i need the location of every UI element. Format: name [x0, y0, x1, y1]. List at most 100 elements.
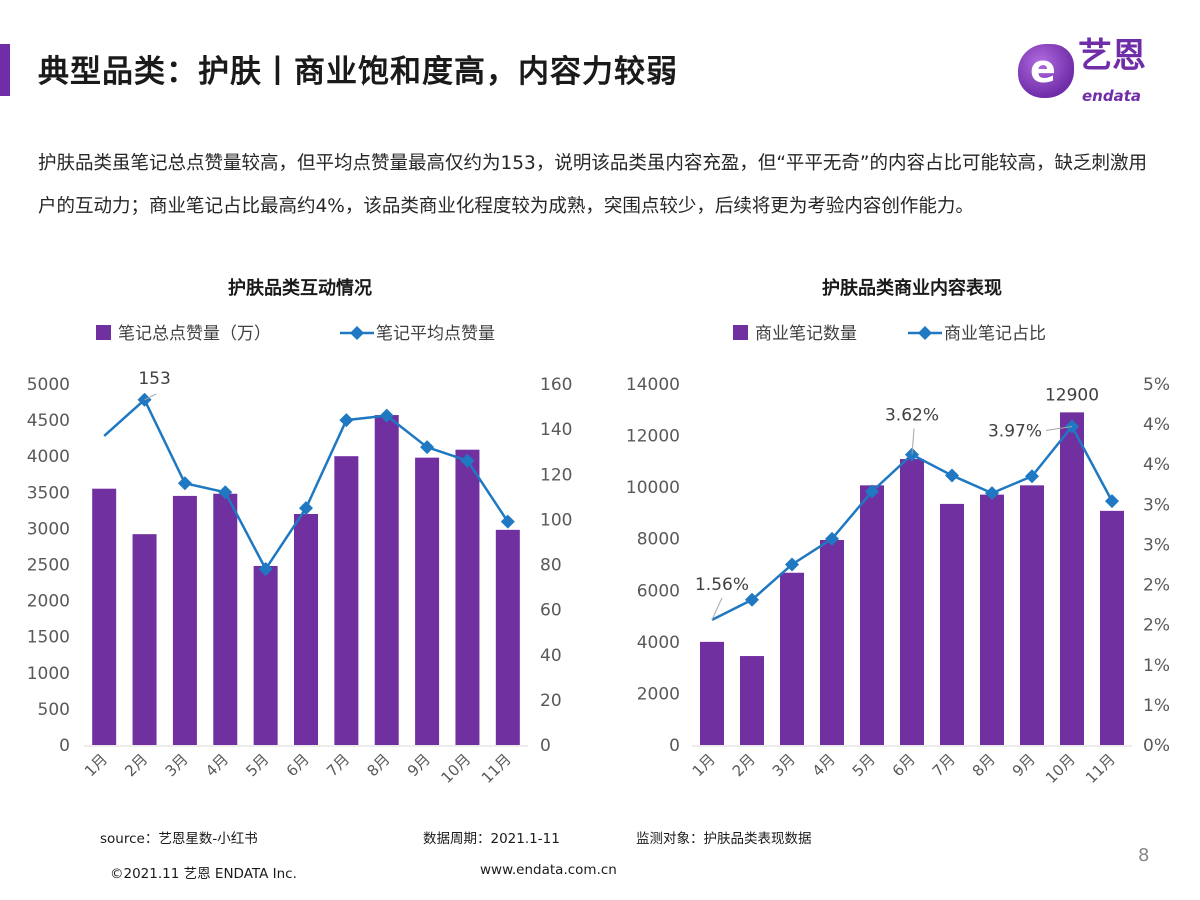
chart1-bar: [253, 565, 278, 745]
chart1-right-tick-label: 60: [540, 601, 562, 621]
chart2-line-marker: [785, 557, 799, 572]
title-accent-bar: [0, 44, 10, 96]
chart2-right-tick-label: 2%: [1143, 616, 1170, 636]
chart2-right-tick-label: 2%: [1143, 576, 1170, 596]
chart1-x-tick-label: 11月: [478, 750, 515, 787]
chart1-line-marker: [299, 501, 313, 516]
chart2-bar: [980, 494, 1004, 745]
chart1-bar: [213, 493, 238, 745]
chart2-right-tick-label: 5%: [1143, 375, 1170, 395]
logo-en-text: endata: [1082, 87, 1142, 105]
chart2-line-marker: [1105, 494, 1119, 509]
chart1-x-tick-label: 9月: [404, 750, 434, 780]
summary-text: 护肤品类虽笔记总点赞量较高，但平均点赞量最高仅约为153，说明该品类虽内容充盈，…: [38, 153, 1147, 217]
chart2-line-marker: [1025, 469, 1039, 484]
chart2-right-tick-label: 4%: [1143, 455, 1170, 475]
chart2-line-marker: [865, 484, 879, 499]
chart2-x-tick-label: 10月: [1042, 750, 1079, 787]
chart1-right-tick-label: 40: [540, 646, 562, 666]
chart2-legend-diamond-icon: [918, 326, 932, 340]
chart2-bar: [1100, 510, 1124, 745]
chart1-line-marker: [379, 408, 394, 423]
footer-period: 数据周期：2021.1-11: [423, 831, 560, 847]
chart1-right-tick-label: 20: [540, 691, 562, 711]
chart2-right-tick-label: 0%: [1143, 736, 1170, 756]
chart2-right-tick-label: 3%: [1143, 495, 1170, 515]
chart1-title: 护肤品类互动情况: [228, 277, 372, 299]
chart1-x-tick-label: 10月: [437, 750, 474, 787]
chart1-line-marker: [218, 485, 233, 500]
endata-logo: e 艺恩 endata: [1010, 36, 1160, 110]
chart1-right-tick-label: 160: [540, 375, 572, 395]
chart1-right-tick-label: 80: [540, 556, 562, 576]
chart1-bar: [374, 415, 399, 745]
logo-cn-text: 艺恩: [1078, 36, 1146, 76]
chart1-legend-diamond-icon: [350, 326, 364, 340]
chart2-left-tick-label: 8000: [637, 530, 680, 550]
chart1-legend-bar-swatch: [96, 325, 111, 340]
chart1-bar: [294, 513, 318, 745]
chart2-left-tick-label: 14000: [626, 375, 680, 395]
chart2-x-tick-label: 1月: [689, 750, 719, 780]
chart1-left-tick-label: 4500: [27, 411, 70, 431]
chart2-right-tick-label: 4%: [1143, 415, 1170, 435]
page-title: 典型品类：护肤丨商业饱和度高，内容力较弱: [38, 54, 678, 90]
chart2-data-label: 12900: [1045, 385, 1099, 405]
chart1-x-tick-label: 7月: [323, 750, 353, 780]
chart2-bar: [900, 459, 924, 745]
chart2-line-marker: [745, 592, 759, 607]
chart1-bar: [415, 457, 440, 745]
chart2-x-tick-label: 5月: [849, 750, 879, 780]
chart2-annotation-leader: [911, 428, 915, 455]
chart2-title: 护肤品类商业内容表现: [822, 277, 1002, 299]
chart2-legend-bar-label: 商业笔记数量: [755, 324, 857, 344]
chart2-left-tick-label: 6000: [637, 581, 680, 601]
chart1-legend-line-label: 笔记平均点赞量: [376, 324, 495, 344]
chart1-left-tick-label: 3000: [27, 519, 70, 539]
chart2-bar: [700, 641, 724, 745]
chart1-left-tick-label: 3500: [27, 483, 70, 503]
chart2-right-tick-label: 1%: [1143, 696, 1170, 716]
chart1-right-tick-label: 140: [540, 420, 572, 440]
chart2-line-marker: [945, 468, 959, 483]
chart1-line-marker: [420, 440, 435, 455]
chart2-legend-line-label: 商业笔记占比: [944, 324, 1046, 344]
chart1-right-tick-label: 0: [540, 736, 551, 756]
chart1-left-tick-label: 0: [59, 736, 70, 756]
chart2-right-tick-label: 1%: [1143, 656, 1170, 676]
chart1-right-tick-label: 120: [540, 465, 572, 485]
chart2-data-label: 3.97%: [988, 422, 1042, 442]
chart1-line-marker: [460, 453, 475, 468]
footer-subject: 监测对象：护肤品类表现数据: [636, 831, 812, 847]
chart2-bar: [1060, 412, 1084, 745]
chart1-line-marker: [258, 562, 273, 577]
chart1-x-tick-label: 1月: [81, 750, 111, 780]
chart2-bar: [1020, 485, 1044, 745]
chart2-annotation-leader: [1045, 426, 1073, 432]
logo-mark-icon: [1018, 44, 1074, 98]
chart2-x-tick-label: 11月: [1082, 750, 1119, 787]
chart1-bar: [495, 529, 520, 745]
chart2-data-label: 1.56%: [695, 575, 749, 595]
chart1-annotation-leader: [144, 393, 157, 401]
chart1-x-tick-label: 8月: [363, 750, 393, 780]
chart2-left-tick-label: 4000: [637, 633, 680, 653]
chart1-bar: [132, 534, 157, 745]
footer-website[interactable]: www.endata.com.cn: [480, 862, 617, 878]
page-number: 8: [1138, 845, 1150, 866]
chart1-line-marker: [500, 514, 515, 529]
chart2-line-marker: [825, 531, 839, 546]
chart2-bar: [780, 572, 804, 745]
chart2-left-tick-label: 12000: [626, 427, 680, 447]
chart2-bar: [820, 540, 844, 745]
chart1-bar: [455, 449, 480, 745]
chart2-left-tick-label: 0: [669, 736, 680, 756]
chart2-x-tick-label: 7月: [929, 750, 959, 780]
chart2-right-tick-label: 3%: [1143, 535, 1170, 555]
chart1-bar: [334, 456, 359, 745]
chart2-bar: [740, 656, 764, 745]
chart1-left-tick-label: 1500: [27, 628, 70, 648]
chart1-legend-bar-label: 笔记总点赞量（万）: [118, 324, 271, 344]
chart2-legend-bar-swatch: [733, 325, 748, 340]
